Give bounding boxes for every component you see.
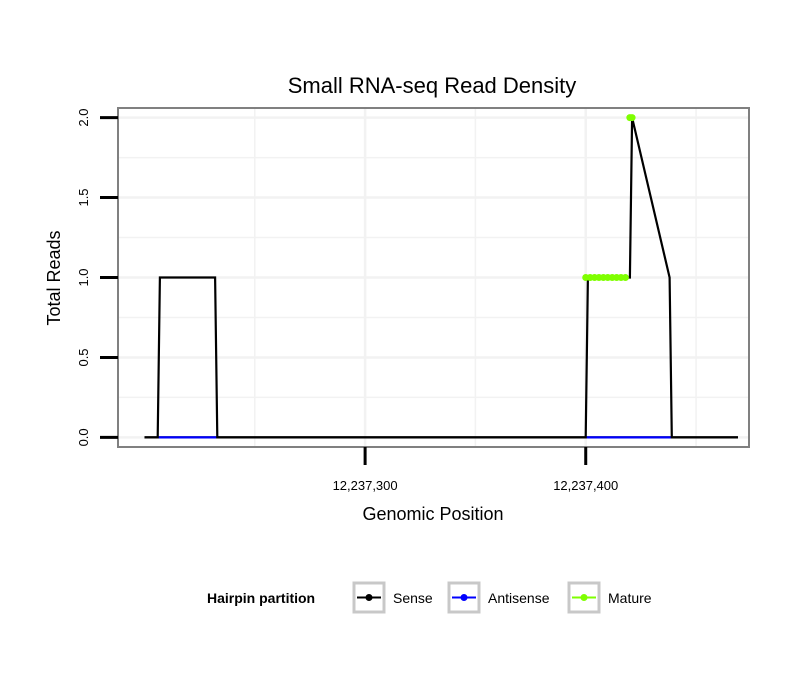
legend-item-antisense: Antisense	[447, 581, 550, 614]
legend-label-mature: Mature	[608, 590, 652, 606]
y-axis-title: Total Reads	[44, 230, 64, 325]
y-tick-label: 2.0	[76, 109, 91, 127]
y-tick-label: 0.0	[76, 428, 91, 446]
axis-ticks: 0.0 0.5 1.0 1.5 2.0 12,237,300 12,237,400	[76, 109, 618, 493]
y-tick-label: 1.5	[76, 188, 91, 206]
y-tick-label: 1.0	[76, 268, 91, 286]
legend-label-sense: Sense	[393, 590, 433, 606]
legend-item-sense: Sense	[352, 581, 433, 614]
series-layer	[144, 114, 738, 439]
legend-title: Hairpin partition	[207, 590, 315, 606]
legend-key-point	[460, 594, 468, 601]
chart-title: Small RNA-seq Read Density	[288, 73, 577, 98]
mature-point	[621, 274, 629, 281]
x-tick-label: 12,237,400	[553, 478, 618, 493]
x-tick-label: 12,237,300	[333, 478, 398, 493]
legend-key-point	[580, 594, 588, 601]
y-tick-label: 0.5	[76, 348, 91, 366]
mature-point	[628, 114, 636, 122]
x-axis-title: Genomic Position	[362, 504, 503, 524]
legend-label-antisense: Antisense	[488, 590, 550, 606]
legend-key-point	[365, 594, 373, 601]
legend-items: Sense Antisense Mature	[352, 581, 652, 614]
sense-line	[144, 117, 738, 439]
legend-item-mature: Mature	[567, 581, 652, 614]
legend: Hairpin partition Sense Antisense Mature	[207, 581, 652, 614]
